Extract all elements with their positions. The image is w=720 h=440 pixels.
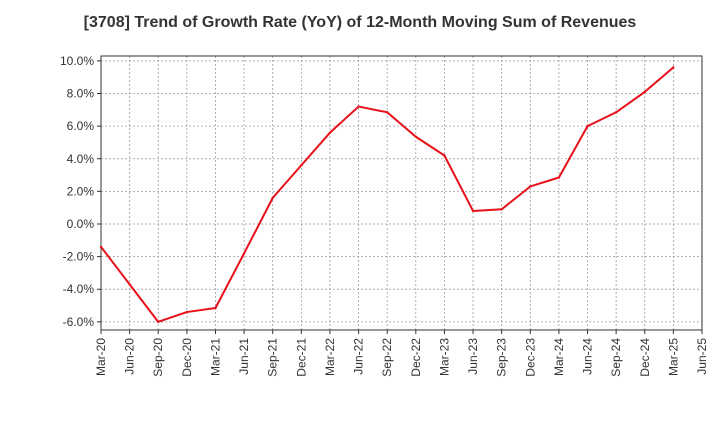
x-tick-label: Jun-24 (581, 338, 595, 375)
y-tick-label: -4.0% (63, 282, 95, 296)
chart-title: [3708] Trend of Growth Rate (YoY) of 12-… (83, 14, 637, 31)
y-tick-label: 4.0% (67, 152, 95, 166)
data-point (185, 310, 189, 314)
data-point (529, 185, 532, 188)
data-point (500, 208, 503, 211)
data-point (385, 111, 389, 114)
y-tick-label: -6.0% (63, 315, 95, 329)
x-tick-label: Mar-23 (437, 338, 451, 376)
x-tick-label: Dec-24 (638, 338, 652, 377)
data-point (443, 154, 446, 157)
x-tick-label: Jun-20 (123, 338, 137, 375)
x-tick-label: Dec-21 (294, 338, 308, 377)
data-point (471, 209, 475, 213)
data-point (328, 131, 332, 134)
x-tick-label: Sep-20 (151, 338, 165, 377)
y-tick-label: 2.0% (67, 184, 95, 198)
y-tick-label: 10.0% (60, 54, 94, 68)
data-point (643, 90, 646, 94)
x-tick-label: Mar-21 (208, 338, 222, 376)
data-point (300, 164, 303, 167)
data-point (614, 111, 618, 114)
x-tick-label: Mar-24 (552, 338, 566, 376)
data-point (157, 320, 160, 324)
x-tick-label: Sep-21 (266, 338, 280, 377)
y-tick-label: 0.0% (67, 217, 95, 231)
x-tick-label: Dec-23 (523, 338, 537, 377)
axis-layer: 10.0% 8.0% 6.0% 4.0% 2.0% 0.0% -2.0% -4.0% -6.0%… (60, 54, 709, 377)
data-point (242, 252, 246, 255)
x-tick-label: Jun-21 (237, 338, 251, 375)
y-tick-label: 8.0% (67, 87, 95, 101)
x-tick-label: Jun-23 (466, 338, 480, 375)
data-point (128, 283, 131, 286)
data-point (271, 196, 274, 200)
x-tick-label: Jun-22 (352, 338, 366, 375)
data-point (99, 245, 103, 249)
y-tick-label: 6.0% (67, 119, 95, 133)
plot-frame (100, 55, 703, 331)
x-tick-label: Dec-20 (180, 338, 194, 377)
data-point (586, 124, 589, 128)
data-point (672, 66, 675, 69)
x-tick-label: Sep-24 (609, 338, 623, 377)
x-tick-label: Mar-25 (666, 338, 680, 376)
x-tick-label: Mar-20 (94, 338, 108, 376)
x-tick-label: Sep-22 (380, 338, 394, 377)
data-point (557, 176, 561, 179)
data-point (414, 135, 418, 138)
y-tick-label: -2.0% (63, 250, 95, 264)
grid-layer (100, 56, 703, 330)
data-point (214, 306, 217, 310)
x-tick-label: Jun-25 (695, 338, 709, 375)
series-layer (99, 66, 675, 324)
x-tick-label: Mar-22 (323, 338, 337, 376)
x-tick-label: Sep-23 (495, 338, 509, 377)
data-point (357, 105, 360, 108)
x-tick-label: Dec-22 (409, 338, 423, 377)
